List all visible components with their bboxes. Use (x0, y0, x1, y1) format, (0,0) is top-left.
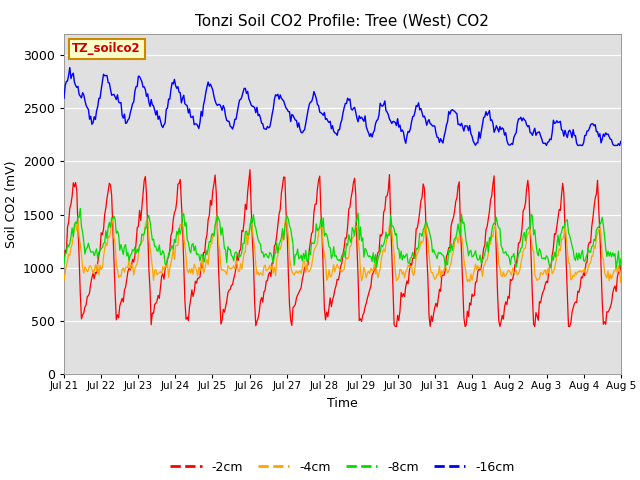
Y-axis label: Soil CO2 (mV): Soil CO2 (mV) (4, 160, 17, 248)
X-axis label: Time: Time (327, 397, 358, 410)
Text: TZ_soilco2: TZ_soilco2 (72, 42, 141, 55)
Title: Tonzi Soil CO2 Profile: Tree (West) CO2: Tonzi Soil CO2 Profile: Tree (West) CO2 (195, 13, 490, 28)
Legend: -2cm, -4cm, -8cm, -16cm: -2cm, -4cm, -8cm, -16cm (165, 456, 520, 479)
